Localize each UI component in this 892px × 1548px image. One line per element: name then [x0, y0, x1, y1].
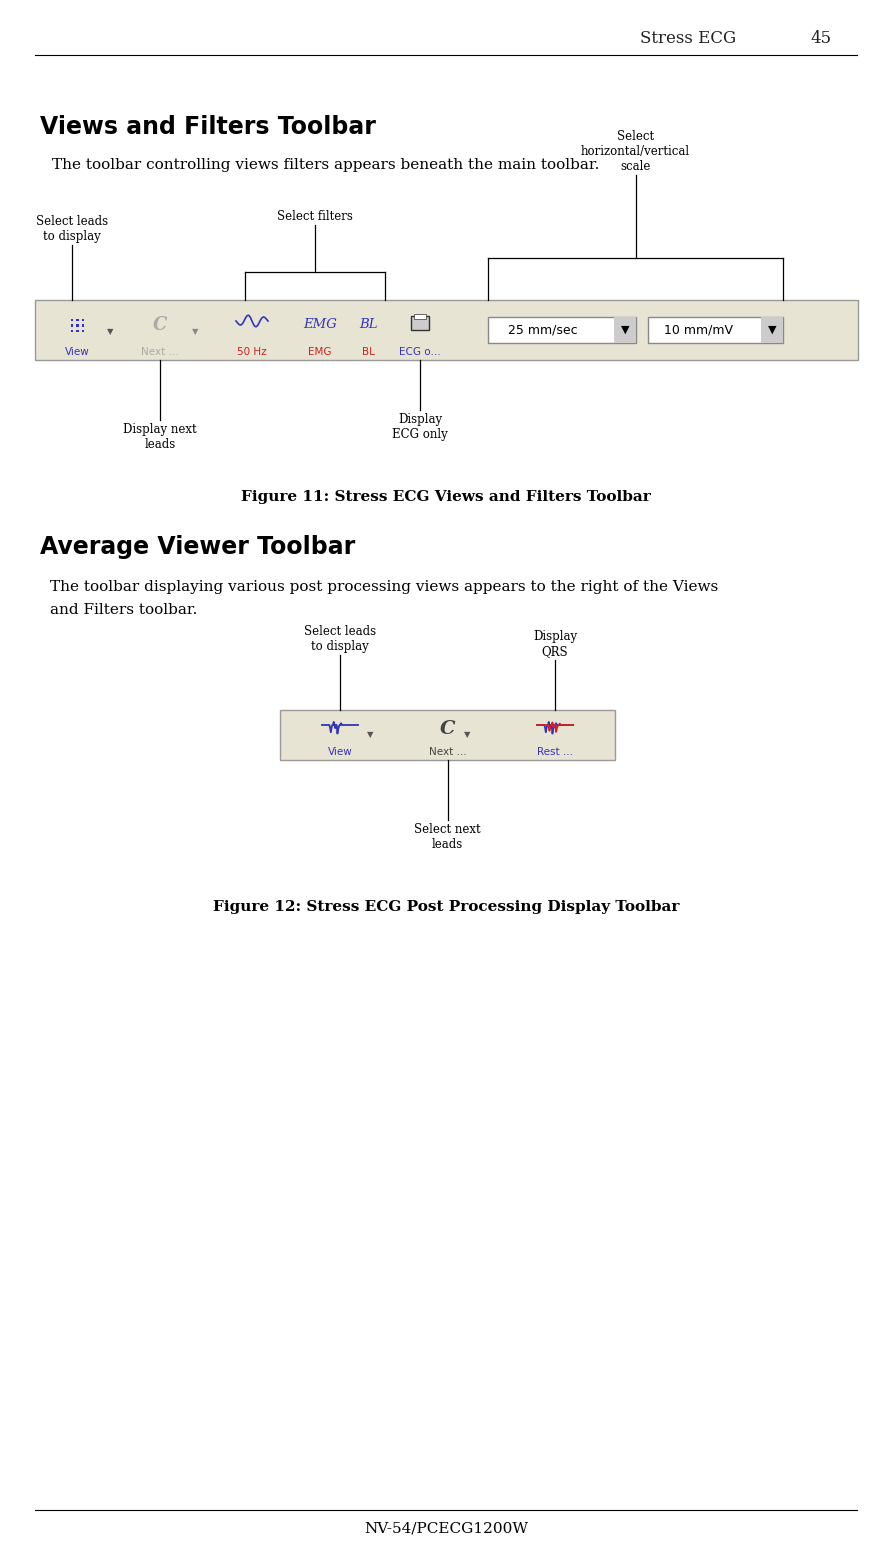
Text: and Filters toolbar.: and Filters toolbar.: [50, 604, 197, 618]
Text: Select next
leads: Select next leads: [414, 824, 481, 851]
Bar: [82, 319, 84, 320]
Text: Next ...: Next ...: [141, 347, 178, 358]
Bar: [411, 316, 429, 330]
Text: Select leads
to display: Select leads to display: [36, 215, 108, 243]
Bar: [70, 330, 73, 333]
Text: C: C: [153, 316, 167, 334]
Bar: [77, 330, 78, 333]
Text: Views and Filters Toolbar: Views and Filters Toolbar: [40, 115, 376, 139]
Text: Next ...: Next ...: [429, 748, 467, 757]
Text: Select leads
to display: Select leads to display: [304, 625, 376, 653]
Text: 50 Hz: 50 Hz: [237, 347, 267, 358]
Bar: [761, 317, 783, 344]
Text: Figure 12: Stress ECG Post Processing Display Toolbar: Figure 12: Stress ECG Post Processing Di…: [213, 899, 679, 913]
Bar: [35, 300, 858, 361]
Bar: [414, 314, 426, 319]
Bar: [280, 711, 615, 760]
Bar: [77, 319, 78, 320]
Text: View: View: [327, 748, 352, 757]
Text: Display
QRS: Display QRS: [533, 630, 577, 658]
Text: Average Viewer Toolbar: Average Viewer Toolbar: [40, 536, 355, 559]
Text: Select filters: Select filters: [277, 211, 353, 223]
Text: ▼: ▼: [768, 325, 776, 334]
Text: View: View: [64, 347, 89, 358]
Text: ▼: ▼: [107, 328, 113, 336]
Text: 45: 45: [810, 29, 831, 46]
Bar: [82, 330, 84, 333]
Bar: [614, 317, 636, 344]
Text: Rest ...: Rest ...: [537, 748, 573, 757]
Bar: [77, 324, 78, 327]
Text: ▼: ▼: [192, 328, 198, 336]
Text: EMG: EMG: [303, 317, 337, 331]
Text: 10 mm/mV: 10 mm/mV: [664, 324, 732, 336]
Bar: [82, 324, 84, 327]
Bar: [70, 324, 73, 327]
Text: Figure 11: Stress ECG Views and Filters Toolbar: Figure 11: Stress ECG Views and Filters …: [241, 491, 651, 505]
Text: Display next
leads: Display next leads: [123, 423, 197, 450]
Text: ▼: ▼: [367, 731, 373, 740]
Text: EMG: EMG: [309, 347, 332, 358]
Text: C: C: [440, 720, 455, 738]
Bar: [488, 317, 636, 344]
Text: ECG o...: ECG o...: [400, 347, 441, 358]
Text: ▼: ▼: [464, 731, 471, 740]
Text: BL: BL: [361, 347, 375, 358]
Text: Display
ECG only: Display ECG only: [392, 413, 448, 441]
Text: ▼: ▼: [621, 325, 629, 334]
Bar: [70, 319, 73, 320]
Text: BL: BL: [359, 317, 377, 331]
Text: NV-54/PCECG1200W: NV-54/PCECG1200W: [364, 1522, 528, 1536]
Text: The toolbar controlling views filters appears beneath the main toolbar.: The toolbar controlling views filters ap…: [52, 158, 599, 172]
Text: Select
horizontal/vertical
scale: Select horizontal/vertical scale: [581, 130, 690, 173]
Bar: [648, 317, 783, 344]
Text: Stress ECG: Stress ECG: [640, 29, 736, 46]
Text: 25 mm/sec: 25 mm/sec: [508, 324, 578, 336]
Text: The toolbar displaying various post processing views appears to the right of the: The toolbar displaying various post proc…: [50, 580, 718, 594]
